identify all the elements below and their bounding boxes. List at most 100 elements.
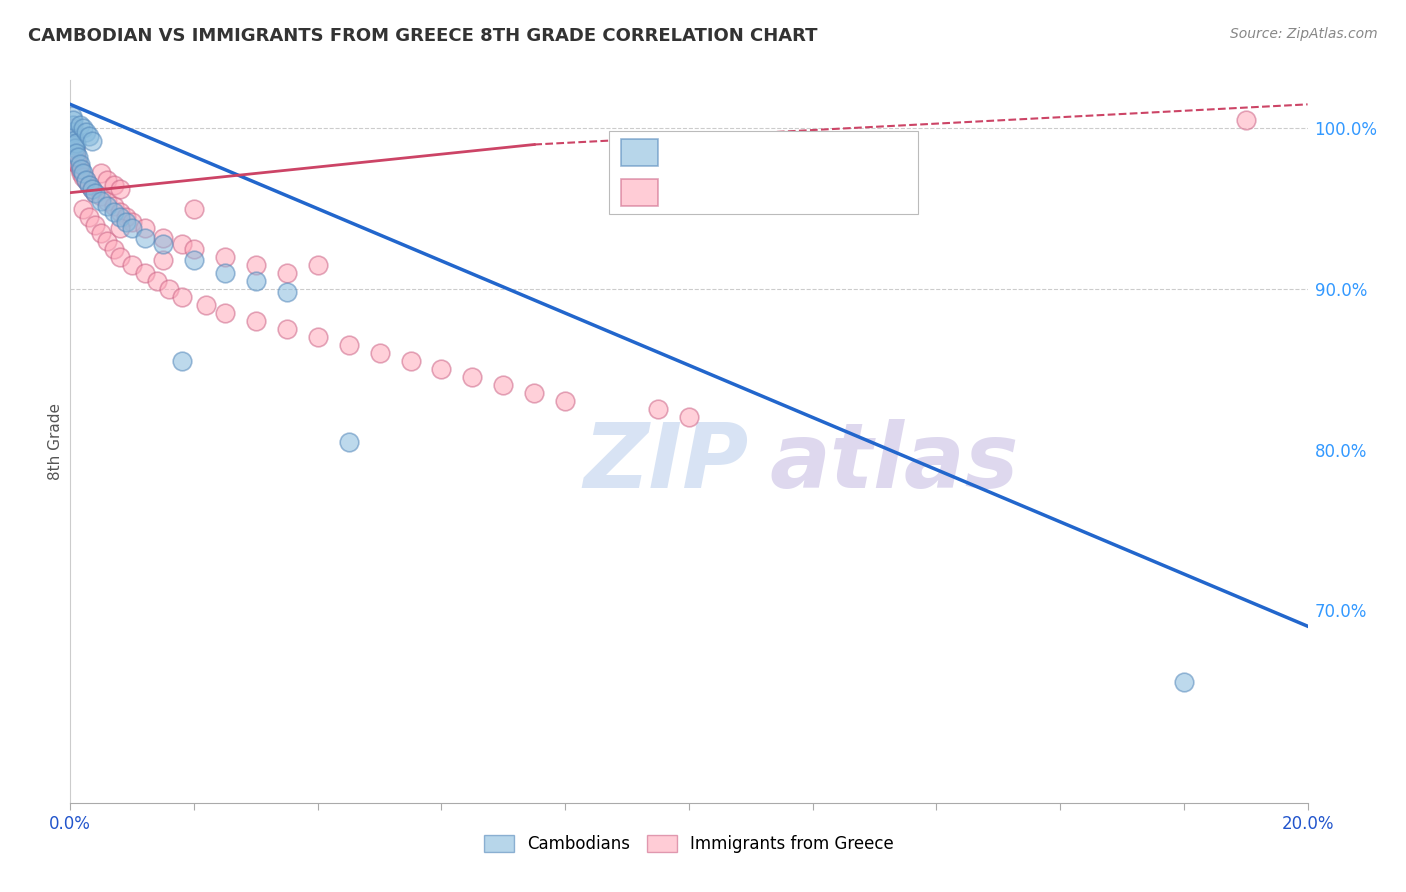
Point bbox=[63, 153, 86, 168]
Point bbox=[70, 161, 93, 176]
Point bbox=[63, 149, 86, 163]
Point bbox=[62, 134, 84, 148]
Point bbox=[77, 178, 100, 192]
Point bbox=[245, 314, 267, 328]
Point bbox=[65, 153, 87, 168]
Point bbox=[60, 150, 83, 164]
Point bbox=[60, 121, 83, 136]
Point bbox=[678, 410, 700, 425]
Point bbox=[63, 137, 86, 152]
Point bbox=[59, 125, 82, 139]
Point bbox=[65, 150, 87, 164]
Point bbox=[245, 274, 267, 288]
Point bbox=[62, 137, 84, 152]
Point bbox=[66, 157, 89, 171]
Point bbox=[72, 169, 94, 184]
Point bbox=[84, 186, 107, 200]
Point bbox=[96, 198, 118, 212]
Point bbox=[63, 141, 86, 155]
Point bbox=[60, 153, 83, 168]
Point bbox=[214, 306, 236, 320]
Point bbox=[103, 205, 125, 219]
Point bbox=[170, 354, 193, 368]
Point bbox=[63, 145, 86, 160]
Point bbox=[69, 161, 91, 176]
Point bbox=[337, 434, 360, 449]
Point bbox=[84, 218, 107, 232]
Point bbox=[170, 290, 193, 304]
Point bbox=[121, 258, 143, 272]
Point bbox=[84, 186, 107, 200]
Point bbox=[80, 134, 103, 148]
Point bbox=[60, 133, 83, 147]
Point bbox=[77, 129, 100, 144]
Point bbox=[59, 134, 82, 148]
Point bbox=[195, 298, 218, 312]
Point bbox=[152, 253, 174, 268]
Point bbox=[90, 166, 112, 180]
Point bbox=[134, 230, 156, 244]
Point bbox=[72, 202, 94, 216]
Point bbox=[90, 226, 112, 240]
Point bbox=[134, 266, 156, 280]
Point bbox=[96, 194, 118, 208]
Point bbox=[103, 242, 125, 256]
Point bbox=[62, 150, 84, 164]
Point bbox=[108, 250, 131, 264]
Point bbox=[108, 210, 131, 224]
Point bbox=[65, 145, 87, 160]
Point bbox=[60, 125, 83, 139]
Point bbox=[368, 346, 391, 360]
Point bbox=[80, 182, 103, 196]
Point bbox=[72, 121, 94, 136]
Point bbox=[276, 322, 298, 336]
Point bbox=[146, 274, 169, 288]
Point bbox=[115, 210, 138, 224]
Point bbox=[60, 141, 83, 155]
Y-axis label: 8th Grade: 8th Grade bbox=[48, 403, 63, 480]
Point bbox=[276, 266, 298, 280]
Point bbox=[90, 194, 112, 208]
Point bbox=[75, 173, 97, 187]
Point bbox=[337, 338, 360, 352]
Point bbox=[307, 330, 329, 344]
Point bbox=[59, 141, 82, 155]
Point bbox=[108, 182, 131, 196]
Point bbox=[134, 221, 156, 235]
Point bbox=[60, 109, 83, 123]
Point bbox=[152, 237, 174, 252]
Point bbox=[647, 402, 669, 417]
Point bbox=[75, 173, 97, 187]
Point bbox=[1234, 113, 1257, 128]
Point bbox=[60, 137, 83, 152]
Point bbox=[214, 250, 236, 264]
Point bbox=[62, 113, 84, 128]
Point bbox=[62, 129, 84, 144]
Point bbox=[103, 198, 125, 212]
Point bbox=[461, 370, 484, 384]
Point bbox=[62, 142, 84, 156]
Point bbox=[183, 253, 205, 268]
Point bbox=[103, 178, 125, 192]
Legend: Cambodians, Immigrants from Greece: Cambodians, Immigrants from Greece bbox=[477, 828, 901, 860]
Point bbox=[108, 221, 131, 235]
Point bbox=[63, 133, 86, 147]
Point bbox=[60, 129, 83, 144]
Point bbox=[399, 354, 422, 368]
Point bbox=[77, 178, 100, 192]
Text: ZIP: ZIP bbox=[583, 419, 749, 508]
Point bbox=[62, 145, 84, 160]
Point bbox=[108, 205, 131, 219]
Point bbox=[214, 266, 236, 280]
Point bbox=[90, 189, 112, 203]
Point bbox=[69, 118, 91, 132]
Point bbox=[59, 129, 82, 144]
Point bbox=[115, 214, 138, 228]
Point bbox=[77, 210, 100, 224]
Point bbox=[60, 145, 83, 160]
Point bbox=[63, 137, 86, 152]
Text: Source: ZipAtlas.com: Source: ZipAtlas.com bbox=[1230, 27, 1378, 41]
Point bbox=[60, 125, 83, 139]
Point bbox=[65, 136, 87, 150]
Point bbox=[66, 150, 89, 164]
